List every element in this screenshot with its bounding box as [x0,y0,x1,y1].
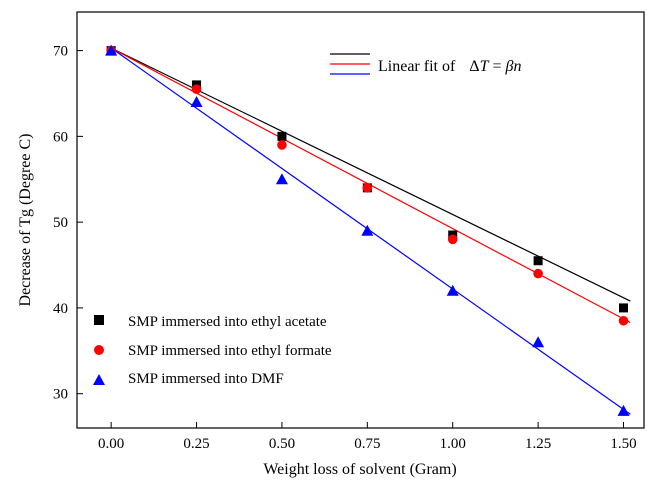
y-tick-label: 60 [53,129,68,145]
y-axis-label: Decrease of Tg (Degree C) [17,134,34,307]
data-points [105,44,630,416]
fit-legend-equals: = [489,58,506,75]
data-point-circle [191,84,202,94]
fit-line-square [110,47,631,302]
data-point-triangle [532,336,545,348]
y-tick-label: 70 [53,44,68,60]
x-tick-label: 1.25 [525,436,551,452]
data-point-triangle [617,404,630,416]
x-tick-label: 1.50 [610,436,636,452]
legend-marker-triangle [93,374,105,385]
legend-label-ethyl-acetate: SMP immersed into ethyl acetate [128,314,327,330]
plot-frame [76,11,645,429]
fit-legend-label: Linear fit of ΔT = βn [378,58,522,75]
y-tick-label: 50 [53,215,68,231]
y-axis-ticks: 30 40 50 60 70 [53,44,83,403]
fit-legend-delta: Δ [469,58,479,75]
data-point-circle [277,140,287,150]
data-point-square [277,131,287,141]
fit-legend-var-t: T [480,58,490,75]
data-point-triangle [446,284,459,296]
x-axis-label: Weight loss of solvent (Gram) [263,461,456,478]
fit-legend-var-n: n [514,58,522,75]
fit-legend: Linear fit of ΔT = βn [330,53,522,75]
legend-marker-square [94,315,104,325]
series-legend: SMP immersed into ethyl acetate SMP imme… [93,314,332,387]
x-tick-label: 1.00 [440,436,466,452]
fit-legend-prefix: Linear fit of [378,58,456,75]
y-tick-label: 40 [53,301,68,317]
x-tick-label: 0.00 [98,436,124,452]
x-tick-label: 0.50 [269,436,295,452]
data-point-triangle [275,173,288,185]
x-tick-label: 0.25 [183,436,209,452]
data-point-triangle [361,224,374,236]
y-tick-label: 30 [53,387,68,403]
data-point-triangle [105,44,118,56]
legend-label-dmf: SMP immersed into DMF [128,371,284,387]
data-point-circle [533,268,543,279]
x-tick-label: 0.75 [354,436,380,452]
x-axis-ticks: 0.00 0.25 0.50 0.75 1.00 1.25 1.50 [98,422,637,452]
legend-marker-circle [94,345,104,355]
data-point-square [533,256,543,266]
legend-label-ethyl-formate: SMP immersed into ethyl formate [128,343,332,359]
data-point-circle [447,234,458,245]
data-point-square [619,303,629,313]
fit-legend-beta: β [505,58,514,75]
data-point-triangle [190,96,203,108]
data-point-circle [362,183,373,193]
data-point-circle [618,315,629,326]
